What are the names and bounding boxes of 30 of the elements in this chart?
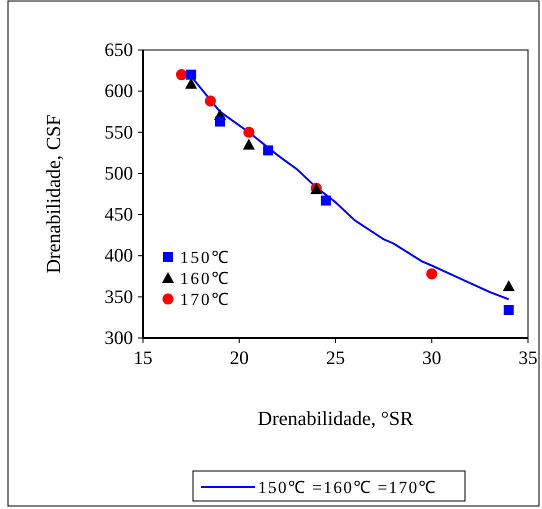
point (263, 145, 274, 156)
y-tick-label: 300 (104, 328, 133, 349)
legend-label: 170℃ (180, 290, 230, 309)
point (204, 96, 216, 107)
point (215, 116, 225, 127)
legend-label: 150℃ (180, 248, 230, 267)
y-tick-label: 350 (104, 286, 133, 308)
x-axis-title: Drenabilidade, °SR (258, 408, 414, 430)
y-tick-label: 450 (104, 204, 133, 226)
point (176, 69, 187, 80)
y-axis-title: Drenabilidade, CSF (43, 114, 65, 274)
legend-label: 160℃ (180, 269, 230, 288)
x-tick-label: 15 (134, 348, 152, 369)
point (426, 268, 438, 280)
y-tick-label: 600 (104, 81, 133, 102)
x-tick-label: 25 (326, 348, 345, 369)
point (186, 70, 196, 80)
x-tick-label: 20 (230, 348, 249, 369)
y-tick-label: 400 (104, 246, 133, 267)
point (242, 138, 255, 150)
x-tick-label: 35 (518, 348, 538, 369)
y-tick-label: 550 (104, 122, 133, 144)
legend-label: 150℃ =160℃ =170℃ (258, 478, 438, 497)
y-tick-label: 500 (104, 163, 133, 184)
point (320, 196, 331, 206)
point (504, 305, 514, 316)
x-tick-label: 30 (422, 348, 442, 369)
y-tick-label: 650 (104, 40, 133, 61)
point (502, 280, 515, 292)
point (243, 126, 254, 138)
